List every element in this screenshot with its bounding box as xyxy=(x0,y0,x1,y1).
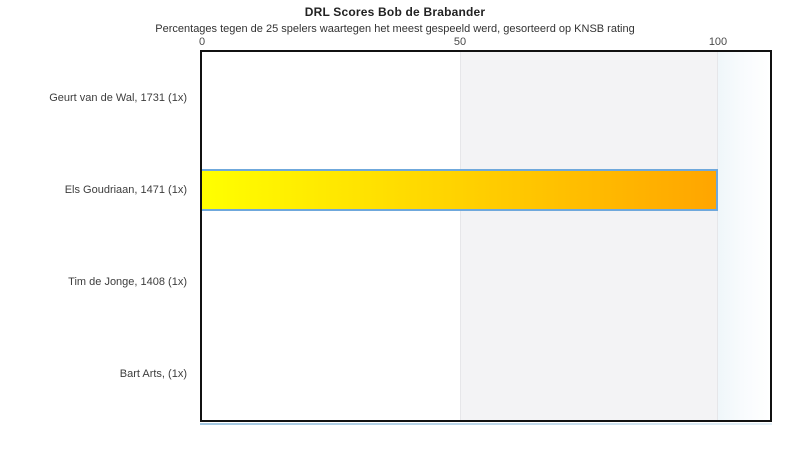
plot-area xyxy=(200,50,772,422)
category-label: Els Goudriaan, 1471 (1x) xyxy=(64,184,187,196)
score-bar-els-goudriaan xyxy=(202,169,718,211)
axis-baseline-shadow xyxy=(200,423,772,425)
bar-row xyxy=(202,328,770,420)
x-axis-tick-0: 0 xyxy=(198,36,206,48)
chart-title: DRL Scores Bob de Brabander xyxy=(304,5,486,19)
category-label: Bart Arts, (1x) xyxy=(119,368,187,380)
x-axis-tick-100: 100 xyxy=(708,36,728,48)
x-axis-tick-50: 50 xyxy=(453,36,467,48)
highlight-zone-50-100 xyxy=(460,52,718,420)
category-label: Tim de Jonge, 1408 (1x) xyxy=(68,276,187,288)
category-axis: Geurt van de Wal, 1731 (1x) Els Goudriaa… xyxy=(0,52,191,420)
category-label: Geurt van de Wal, 1731 (1x) xyxy=(49,92,187,104)
chart-subtitle: Percentages tegen de 25 spelers waartege… xyxy=(155,23,635,35)
bar-row xyxy=(202,236,770,328)
canvas-gradient-strip xyxy=(718,52,770,420)
bar-row xyxy=(202,52,770,144)
bar-row xyxy=(202,144,770,236)
